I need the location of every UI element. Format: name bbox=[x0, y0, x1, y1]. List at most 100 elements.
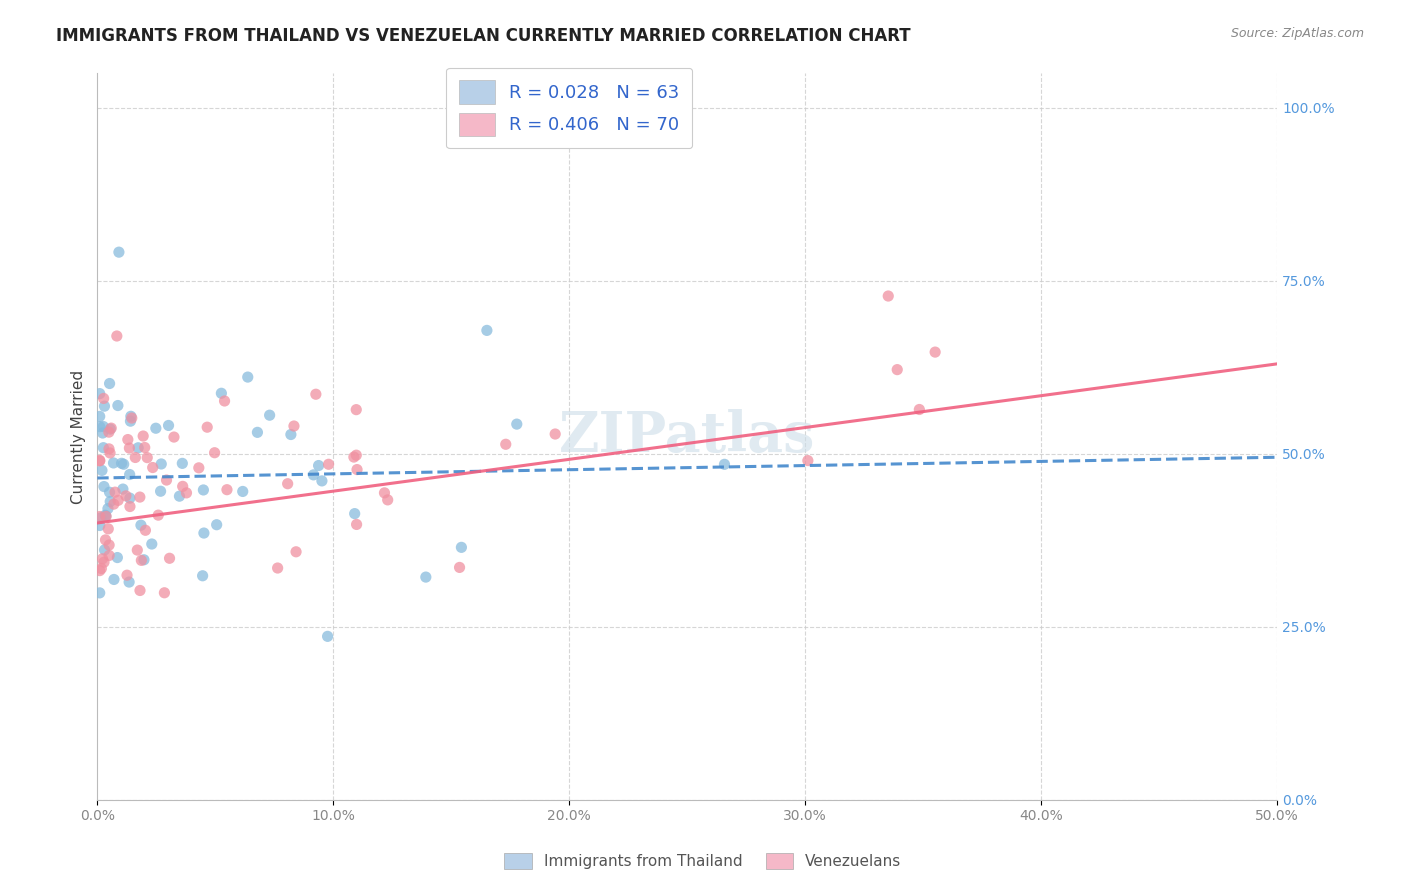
Point bbox=[90, 511, 112, 525]
Point bbox=[127, 441, 149, 455]
Point bbox=[132, 553, 155, 567]
Point bbox=[97, 425, 120, 439]
Point bbox=[150, 457, 173, 471]
Point bbox=[131, 553, 153, 567]
Point bbox=[495, 437, 517, 451]
Point bbox=[112, 457, 135, 471]
Point bbox=[89, 586, 111, 600]
Point bbox=[344, 402, 367, 417]
Point bbox=[104, 485, 127, 500]
Point bbox=[311, 474, 333, 488]
Point bbox=[195, 420, 218, 434]
Point bbox=[148, 508, 170, 523]
Point bbox=[98, 446, 121, 460]
Point bbox=[215, 483, 238, 497]
Legend: Immigrants from Thailand, Venezuelans: Immigrants from Thailand, Venezuelans bbox=[498, 847, 908, 875]
Legend: R = 0.028   N = 63, R = 0.406   N = 70: R = 0.028 N = 63, R = 0.406 N = 70 bbox=[446, 68, 692, 148]
Point bbox=[157, 418, 180, 433]
Point bbox=[266, 561, 288, 575]
Point bbox=[343, 450, 366, 464]
Point bbox=[89, 419, 111, 434]
Point bbox=[89, 509, 111, 524]
Point bbox=[89, 518, 111, 533]
Point bbox=[127, 543, 149, 558]
Point bbox=[209, 386, 232, 401]
Point bbox=[103, 497, 125, 511]
Point bbox=[100, 421, 122, 435]
Point bbox=[318, 457, 340, 471]
Point bbox=[713, 458, 735, 472]
Text: ZIPatlas: ZIPatlas bbox=[560, 409, 815, 464]
Point bbox=[877, 289, 900, 303]
Point bbox=[94, 508, 117, 523]
Point bbox=[544, 427, 567, 442]
Point bbox=[91, 425, 114, 440]
Point bbox=[187, 460, 209, 475]
Point bbox=[176, 486, 198, 500]
Point bbox=[246, 425, 269, 440]
Point bbox=[94, 508, 117, 523]
Point bbox=[98, 538, 121, 552]
Point bbox=[377, 492, 399, 507]
Point bbox=[89, 564, 111, 578]
Point bbox=[108, 245, 131, 260]
Point bbox=[94, 533, 117, 547]
Point bbox=[305, 387, 328, 401]
Point bbox=[98, 485, 121, 500]
Point bbox=[280, 427, 302, 442]
Point bbox=[89, 409, 111, 424]
Point bbox=[346, 517, 368, 532]
Point bbox=[107, 493, 129, 508]
Point bbox=[94, 509, 117, 524]
Point bbox=[797, 453, 820, 467]
Point bbox=[132, 429, 155, 443]
Point bbox=[89, 386, 111, 401]
Point bbox=[346, 462, 368, 476]
Point bbox=[191, 568, 214, 582]
Point bbox=[118, 500, 141, 514]
Point bbox=[118, 575, 141, 590]
Point bbox=[344, 448, 367, 462]
Point bbox=[204, 446, 226, 460]
Point bbox=[93, 543, 115, 558]
Point bbox=[103, 456, 125, 470]
Point bbox=[136, 450, 159, 465]
Point bbox=[450, 541, 472, 555]
Point bbox=[302, 467, 325, 482]
Point bbox=[308, 458, 330, 473]
Point bbox=[105, 550, 128, 565]
Point bbox=[316, 629, 339, 643]
Point bbox=[97, 522, 120, 536]
Point bbox=[475, 323, 498, 337]
Point bbox=[98, 494, 121, 508]
Point bbox=[886, 362, 908, 376]
Point bbox=[98, 376, 121, 391]
Point bbox=[129, 583, 152, 598]
Point bbox=[91, 551, 114, 566]
Point bbox=[118, 491, 141, 505]
Y-axis label: Currently Married: Currently Married bbox=[72, 369, 86, 504]
Point bbox=[115, 489, 138, 503]
Point bbox=[908, 402, 931, 417]
Point bbox=[97, 501, 120, 516]
Point bbox=[163, 430, 186, 444]
Point bbox=[506, 417, 529, 431]
Point bbox=[205, 517, 228, 532]
Point bbox=[415, 570, 437, 584]
Point bbox=[134, 441, 156, 455]
Point bbox=[214, 394, 236, 409]
Point bbox=[924, 345, 946, 359]
Point bbox=[89, 453, 111, 467]
Point bbox=[149, 484, 172, 499]
Point bbox=[90, 561, 112, 575]
Point bbox=[172, 479, 194, 493]
Point bbox=[373, 486, 395, 500]
Point bbox=[98, 442, 121, 456]
Point bbox=[236, 370, 259, 384]
Point bbox=[115, 568, 138, 582]
Point bbox=[118, 467, 141, 482]
Point bbox=[110, 456, 132, 470]
Point bbox=[93, 441, 115, 455]
Point bbox=[128, 490, 150, 504]
Point bbox=[172, 456, 194, 470]
